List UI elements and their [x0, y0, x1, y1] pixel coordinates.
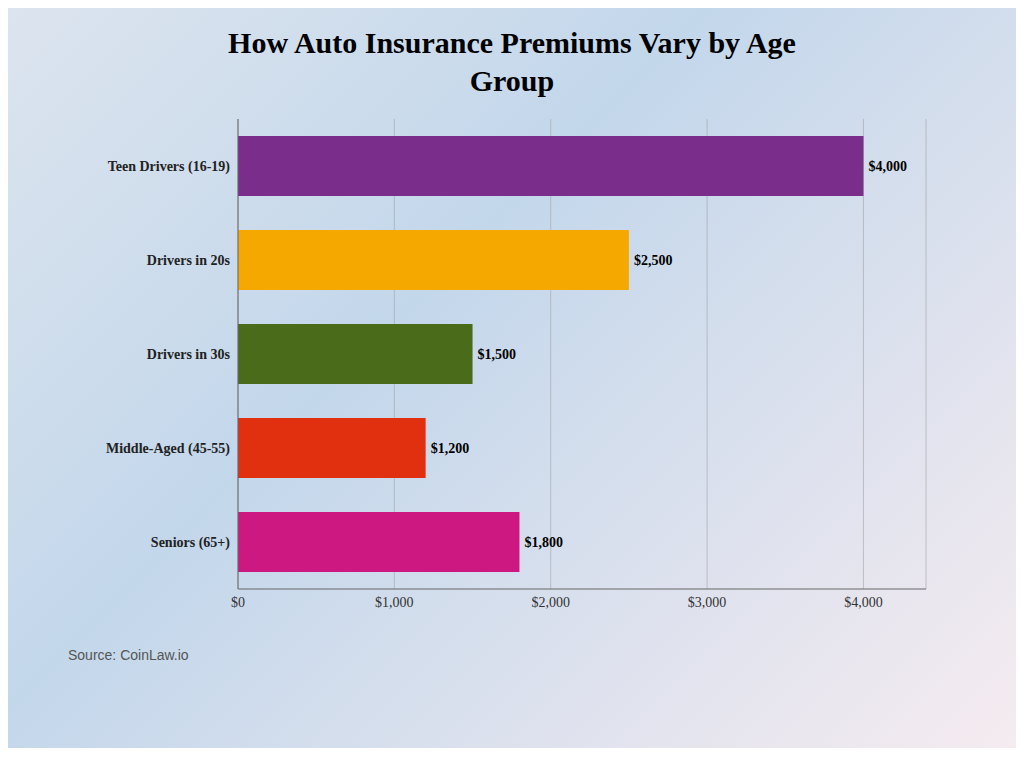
svg-text:$2,000: $2,000 — [531, 595, 570, 610]
svg-text:Seniors (65+): Seniors (65+) — [151, 535, 230, 551]
html-text:Source: CoinLaw.io: Source: CoinLaw.io — [68, 647, 189, 663]
svg-text:Drivers in 20s: Drivers in 20s — [147, 253, 231, 268]
svg-text:$1,800: $1,800 — [524, 535, 563, 550]
svg-text:$1,200: $1,200 — [431, 441, 470, 456]
svg-text:Drivers in 30s: Drivers in 30s — [147, 347, 231, 362]
svg-text:$2,500: $2,500 — [634, 253, 673, 268]
svg-text:$3,000: $3,000 — [688, 595, 727, 610]
svg-text:$1,000: $1,000 — [375, 595, 414, 610]
html-text:How Auto Insurance Premiums Va: How Auto Insurance Premiums Vary by Age — [228, 26, 796, 59]
svg-text:$0: $0 — [231, 595, 245, 610]
svg-text:$4,000: $4,000 — [868, 159, 907, 174]
svg-text:Teen Drivers (16-19): Teen Drivers (16-19) — [108, 159, 231, 175]
svg-text:$4,000: $4,000 — [844, 595, 883, 610]
html-text:Group: Group — [469, 63, 555, 97]
svg-text:$1,500: $1,500 — [478, 347, 516, 362]
svg-text:Middle-Aged (45-55): Middle-Aged (45-55) — [106, 441, 230, 457]
